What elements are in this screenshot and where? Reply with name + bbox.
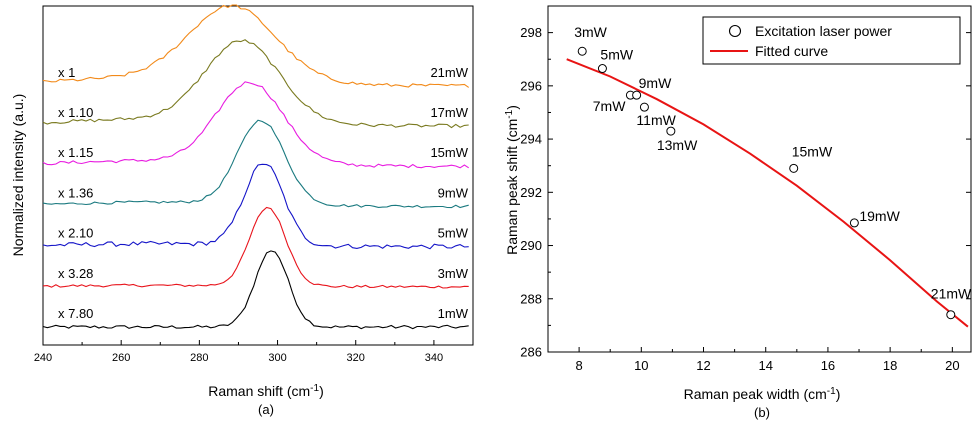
panel-a-series <box>42 4 470 330</box>
panel-b-x-tick-label: 16 <box>821 358 835 373</box>
point-label-9mW: 9mW <box>639 75 672 91</box>
data-point-9mW <box>632 90 642 100</box>
panel-b-y-tick-label: 298 <box>520 25 542 40</box>
series-multiplier-5mW: x 2.10 <box>58 226 93 241</box>
panel-b-y-tick-label: 288 <box>520 291 542 306</box>
panel-b-x-tick-label: 10 <box>634 358 648 373</box>
series-line-17mW <box>42 39 469 129</box>
panel-b-x-tick-label: 14 <box>758 358 772 373</box>
series-multiplier-1mW: x 7.80 <box>58 306 93 321</box>
series-multiplier-9mW: x 1.36 <box>58 185 93 200</box>
panel-a-y-axis-label: Normalized intensity (a.u.) <box>10 94 26 257</box>
legend-box <box>702 16 961 65</box>
legend-entry-excitation-laser-power: Excitation laser power <box>755 23 892 39</box>
panel-a-x-axis: 240 260 280 300 320 340 <box>34 340 474 364</box>
series-multiplier-17mW: x 1.10 <box>58 105 93 120</box>
panel-b-y-tick-label: 296 <box>520 78 542 93</box>
panel-b-y-tick-label: 294 <box>520 132 542 147</box>
data-point-19mW <box>849 218 859 228</box>
data-point-15mW <box>789 163 799 173</box>
series-label-21mW: 21mW <box>430 65 468 80</box>
panel-a-x-axis-label-end: ) <box>319 383 324 399</box>
panel-a-x-axis-label-sup: -1 <box>310 383 319 394</box>
series-line-3mW <box>42 206 469 289</box>
panel-b: 8 10 12 14 16 18 20 286 288 290 292 294 296 298 3mW 5m… <box>504 5 972 420</box>
point-label-13mW: 13mW <box>657 137 698 153</box>
series-multiplier-15mW: x 1.15 <box>58 145 93 160</box>
series-multiplier-21mW: x 1 <box>58 65 75 80</box>
panel-b-x-axis-label: Raman peak width (cm-1) <box>684 386 841 403</box>
series-line-9mW <box>42 119 469 209</box>
series-line-5mW <box>42 163 469 250</box>
panel-b-y-axis-label-main: Raman peak shift (cm <box>504 119 520 255</box>
panel-b-label: (b) <box>754 405 770 420</box>
series-multiplier-3mW: x 3.28 <box>58 266 93 281</box>
data-point-11mW <box>639 102 649 112</box>
series-label-9mW: 9mW <box>438 185 469 200</box>
series-line-15mW <box>42 81 470 169</box>
panel-b-x-tick-label: 12 <box>696 358 710 373</box>
panel-a-x-tick-label: 260 <box>112 352 130 364</box>
panel-b-y-tick-label: 290 <box>520 238 542 253</box>
data-point-3mW <box>577 46 587 56</box>
panel-b-x-tick-label: 18 <box>883 358 897 373</box>
panel-b-fit-curve <box>566 58 969 328</box>
point-label-11mW: 11mW <box>636 112 676 128</box>
point-label-7mW: 7mW <box>593 98 626 114</box>
panel-a-label: (a) <box>258 402 274 417</box>
panel-a-x-tick-label: 240 <box>34 352 52 364</box>
legend-entry-fitted-curve: Fitted curve <box>755 43 828 59</box>
point-label-3mW: 3mW <box>574 24 607 40</box>
panel-b-x-tick-label: 8 <box>575 358 582 373</box>
panel-b-legend: Excitation laser power Fitted curve <box>702 16 961 65</box>
panel-b-points: 3mW 5mW 7mW 9mW 11mW 13mW 15mW 19mW 21mW <box>574 24 972 320</box>
point-label-5mW: 5mW <box>600 47 633 63</box>
point-label-21mW: 21mW <box>931 286 972 302</box>
series-line-21mW <box>42 4 470 88</box>
panel-b-y-tick-label: 292 <box>520 185 542 200</box>
panel-a-series-labels: x 7.80 1mW x 3.28 3mW x 2.10 5mW x 1.36 9mW x 1.… <box>58 65 469 321</box>
point-label-19mW: 19mW <box>859 208 900 224</box>
fitted-curve-line <box>566 58 969 328</box>
series-label-3mW: 3mW <box>438 266 469 281</box>
panel-b-axes: 8 10 12 14 16 18 20 286 288 290 292 294 296 298 <box>520 5 971 373</box>
panel-a-x-tick-label: 280 <box>190 352 208 364</box>
panel-b-y-axis-label-sup: -1 <box>504 109 515 118</box>
panel-b-x-axis-label-end: ) <box>836 386 841 402</box>
panel-a-plot-frame <box>42 5 474 346</box>
legend-circle-marker <box>728 24 742 38</box>
panel-a-x-tick-label: 320 <box>347 352 365 364</box>
panel-a-x-tick-label: 300 <box>268 352 286 364</box>
data-point-13mW <box>666 126 676 136</box>
panel-b-y-axis-label-end: ) <box>504 105 520 110</box>
panel-b-y-axis-label: Raman peak shift (cm-1) <box>504 105 521 255</box>
data-point-5mW <box>597 64 607 74</box>
panel-b-y-tick-label: 286 <box>520 345 542 360</box>
series-label-5mW: 5mW <box>438 226 469 241</box>
series-line-1mW <box>42 250 469 330</box>
series-label-17mW: 17mW <box>430 105 468 120</box>
panel-b-x-tick-label: 20 <box>945 358 959 373</box>
panel-b-x-axis-label-sup: -1 <box>827 386 836 397</box>
series-label-1mW: 1mW <box>438 306 469 321</box>
panel-b-x-axis-label-main: Raman peak width (cm <box>684 386 827 402</box>
panel-b-plot-frame <box>547 5 972 353</box>
panel-a: 240 260 280 300 320 340 x 7.80 1mW x 3.28 3mW x 2… <box>10 4 474 417</box>
data-point-21mW <box>946 310 956 320</box>
panel-a-x-tick-label: 340 <box>425 352 443 364</box>
series-label-15mW: 15mW <box>430 145 468 160</box>
point-label-15mW: 15mW <box>792 143 833 159</box>
panel-a-x-axis-label-main: Raman shift (cm <box>208 383 310 399</box>
panel-a-x-axis-label: Raman shift (cm-1) <box>208 383 324 400</box>
